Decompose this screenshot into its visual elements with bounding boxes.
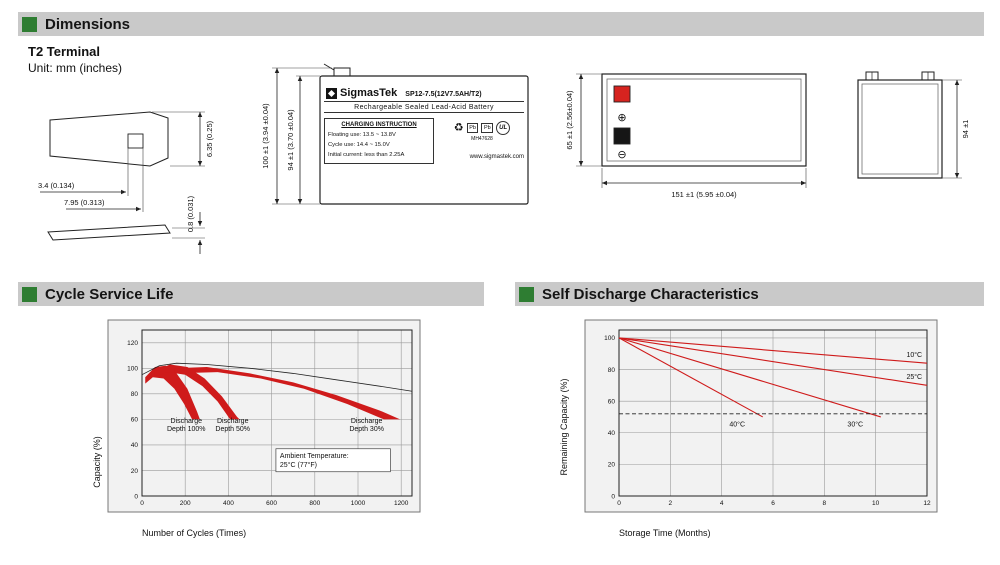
charging-title: CHARGING INSTRUCTION — [341, 122, 417, 128]
svg-text:20: 20 — [608, 462, 616, 469]
svg-text:400: 400 — [223, 500, 234, 507]
svg-text:40°C: 40°C — [729, 420, 745, 428]
dimension-drawings: 6.35 (0.25) 3.4 (0.134) 7.95 (0.313) 0.8… — [38, 63, 970, 254]
ul-mark-icon: UL — [496, 121, 511, 135]
svg-text:40: 40 — [608, 430, 616, 437]
unit-note: Unit: mm (inches) — [28, 61, 123, 75]
website-text: www.sigmastek.com — [469, 154, 524, 160]
terminal-detail-drawing: 6.35 (0.25) 3.4 (0.134) 7.95 (0.313) 0.8… — [38, 111, 214, 254]
svg-text:120: 120 — [127, 340, 138, 347]
charging-instruction-box: CHARGING INSTRUCTION Floating use: 13.5 … — [324, 118, 434, 165]
svg-text:10°C: 10°C — [906, 351, 922, 359]
svg-text:0: 0 — [140, 500, 144, 507]
svg-text:60: 60 — [608, 398, 616, 405]
dim-label: 3.4 (0.134) — [38, 181, 75, 190]
brand-name: SigmasTek — [340, 87, 398, 99]
negative-terminal — [613, 127, 631, 145]
pb-icon: Pb — [466, 122, 479, 134]
pb-icon: Pb — [481, 122, 494, 134]
svg-text:100: 100 — [127, 366, 138, 373]
battery-front-view-drawing: 100 ±1 (3.94 ±0.04) 94 ±1 (3.70 ±0.04) — [261, 63, 529, 205]
svg-text:Discharge: Discharge — [171, 418, 203, 425]
dim-label: 65 ±1 (2.56±0.04) — [565, 90, 574, 150]
model-number: SP12-7.5(12V7.5AH/T2) — [405, 91, 482, 98]
svg-text:0: 0 — [611, 493, 615, 500]
svg-text:12: 12 — [923, 500, 931, 507]
svg-text:10: 10 — [872, 500, 880, 507]
battery-case — [319, 75, 529, 205]
svg-text:200: 200 — [180, 500, 191, 507]
terminal-hole — [127, 133, 144, 149]
dim-label: 7.95 (0.313) — [64, 198, 105, 207]
green-accent-square-icon — [22, 286, 37, 302]
charging-line: Cycle use: 14.4 ~ 15.0V — [328, 142, 390, 149]
minus-symbol: ⊖ — [617, 149, 626, 161]
dim-label: 94 ±1 (3.70 ±0.04) — [286, 109, 295, 171]
dim-label: 6.35 (0.25) — [205, 120, 214, 157]
svg-text:Ambient Temperature:: Ambient Temperature: — [280, 453, 349, 460]
self-discharge-section-header: Self Discharge Characteristics — [515, 282, 984, 306]
svg-text:60: 60 — [131, 417, 139, 424]
plus-symbol: ⊕ — [617, 112, 626, 124]
svg-text:Capacity (%): Capacity (%) — [92, 436, 102, 488]
cycle-service-life-section-header: Cycle Service Life — [18, 282, 484, 306]
svg-text:40: 40 — [131, 442, 139, 449]
svg-text:20: 20 — [131, 468, 139, 475]
positive-terminal — [613, 85, 631, 103]
svg-text:800: 800 — [309, 500, 320, 507]
cycle-service-life-title: Cycle Service Life — [45, 285, 174, 303]
charging-line: Initial current: less than 2.25A — [328, 152, 405, 159]
svg-text:Discharge: Discharge — [351, 418, 383, 425]
recycle-icon: ♻ — [453, 121, 464, 134]
svg-text:Number of Cycles (Times): Number of Cycles (Times) — [142, 528, 246, 538]
svg-text:30°C: 30°C — [847, 420, 863, 428]
svg-text:100: 100 — [604, 335, 615, 342]
svg-text:Remaining Capacity (%): Remaining Capacity (%) — [559, 378, 569, 475]
dim-label: 0.8 (0.031) — [186, 195, 195, 232]
svg-text:25°C: 25°C — [906, 373, 922, 381]
self-discharge-title: Self Discharge Characteristics — [542, 285, 759, 303]
dimensions-title: Dimensions — [45, 15, 131, 33]
svg-text:600: 600 — [266, 500, 277, 507]
battery-label: SigmasTek SP12-7.5(12V7.5AH/T2) Recharge… — [324, 86, 524, 200]
svg-text:1200: 1200 — [394, 500, 409, 507]
svg-text:80: 80 — [131, 391, 139, 398]
battery-side-view-drawing: 94 ±1 — [857, 71, 970, 179]
battery-label-brand-row: SigmasTek SP12-7.5(12V7.5AH/T2) — [324, 86, 524, 101]
battery-terminal-tab — [333, 67, 351, 77]
svg-text:2: 2 — [669, 500, 673, 507]
svg-text:Depth 100%: Depth 100% — [167, 426, 206, 433]
svg-text:Depth 50%: Depth 50% — [215, 426, 250, 433]
battery-top-view-drawing: ⊕ ⊖ 65 ±1 (2.56±0.04) 151 ±1 (5.95 ±0.04… — [565, 73, 807, 199]
ul-file-number: MH47628 — [471, 136, 493, 142]
dim-label: 94 ±1 — [961, 120, 970, 139]
svg-text:Discharge: Discharge — [217, 418, 249, 425]
terminal-strip — [47, 224, 171, 241]
svg-text:0: 0 — [134, 493, 138, 500]
self-discharge-chart: 0 20 40 60 80 100 0 2 4 6 8 10 12 Storage Time (Month… — [559, 319, 938, 538]
charging-line: Floating use: 13.5 ~ 13.8V — [328, 132, 396, 138]
green-accent-square-icon — [22, 16, 37, 32]
svg-text:0: 0 — [617, 500, 621, 507]
svg-text:4: 4 — [720, 500, 724, 507]
terminal-type-heading: T2 Terminal — [28, 44, 101, 59]
svg-text:Storage Time (Months): Storage Time (Months) — [619, 528, 711, 538]
svg-text:25°C (77°F): 25°C (77°F) — [280, 461, 317, 469]
dimensions-section-header: Dimensions — [18, 12, 984, 36]
battery-subtitle: Rechargeable Sealed Lead-Acid Battery — [324, 101, 524, 113]
svg-text:Depth 30%: Depth 30% — [349, 426, 384, 433]
svg-text:80: 80 — [608, 367, 616, 374]
green-accent-square-icon — [519, 286, 534, 302]
svg-text:1000: 1000 — [351, 500, 366, 507]
dim-label: 151 ±1 (5.95 ±0.04) — [671, 190, 737, 199]
svg-text:8: 8 — [823, 500, 827, 507]
dim-label: 100 ±1 (3.94 ±0.04) — [261, 103, 270, 169]
svg-text:6: 6 — [771, 500, 775, 507]
sigmastek-logo-icon — [326, 87, 337, 99]
